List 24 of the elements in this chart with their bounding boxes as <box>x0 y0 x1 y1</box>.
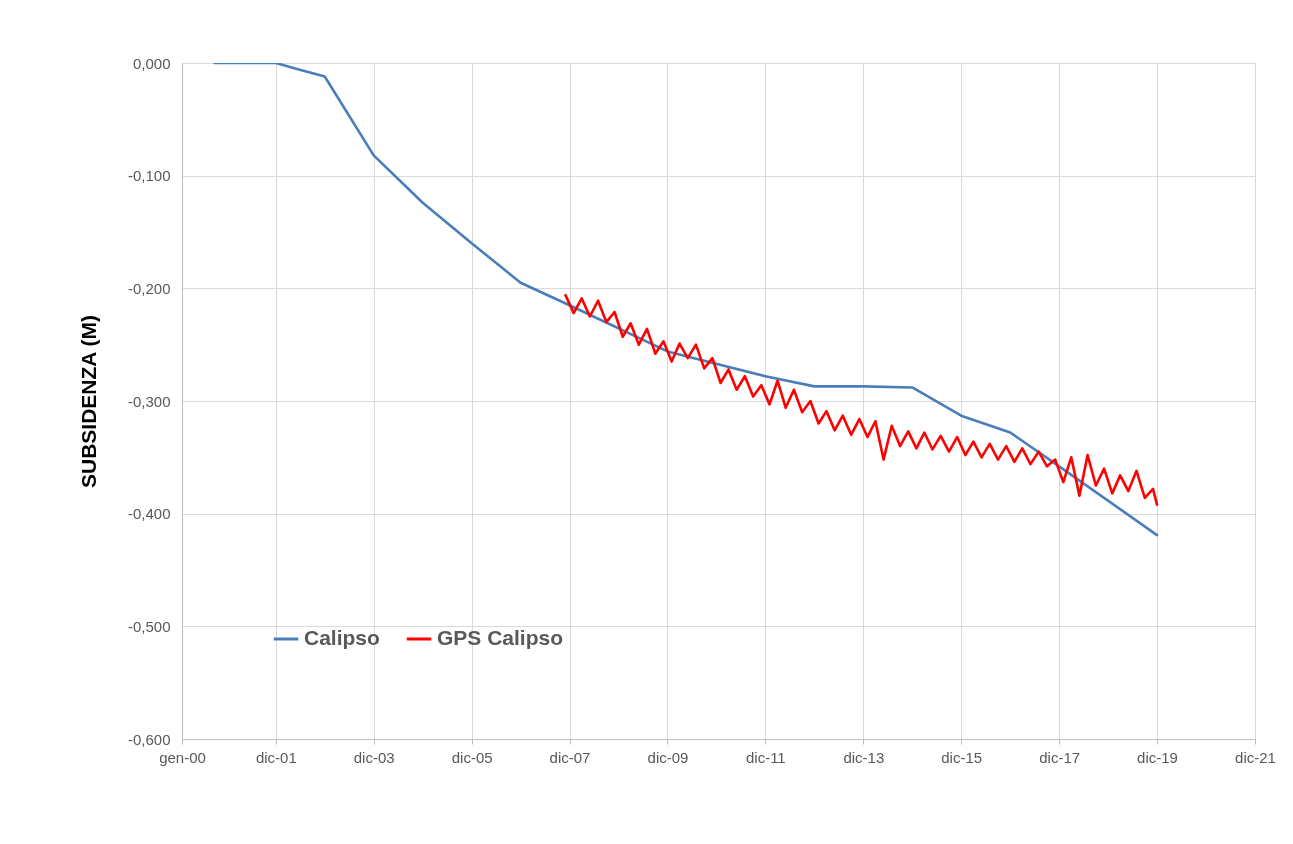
legend-label: GPS Calipso <box>437 626 564 649</box>
line-series <box>213 63 1159 537</box>
y-tick-label: -0,600 <box>127 730 171 748</box>
x-tick-label: dic-21 <box>1235 748 1276 766</box>
y-tick-label: -0,100 <box>127 167 171 185</box>
line-series <box>564 293 1159 506</box>
y-tick-label: -0,500 <box>127 617 171 635</box>
x-tick-label: dic-17 <box>1039 748 1081 766</box>
y-tick-label: -0,300 <box>127 392 171 410</box>
x-tick-label: dic-11 <box>745 748 786 766</box>
x-tick-label: dic-13 <box>843 748 885 766</box>
x-tick-label: dic-19 <box>1137 748 1178 766</box>
y-tick-label: -0,200 <box>127 279 171 297</box>
x-tick-label: gen-00 <box>159 748 206 766</box>
y-tick-label: 0,000 <box>132 54 171 72</box>
legend-label: Calipso <box>304 626 380 649</box>
x-tick-label: dic-15 <box>941 748 983 766</box>
x-tick-label: dic-07 <box>549 748 591 766</box>
y-axis-title: SUBSIDENZA (M) <box>76 314 100 489</box>
y-tick-label: -0,400 <box>127 505 171 523</box>
x-tick-label: dic-05 <box>451 748 493 766</box>
x-tick-label: dic-01 <box>255 748 297 766</box>
x-tick-label: dic-03 <box>353 748 395 766</box>
x-tick-label: dic-09 <box>647 748 689 766</box>
